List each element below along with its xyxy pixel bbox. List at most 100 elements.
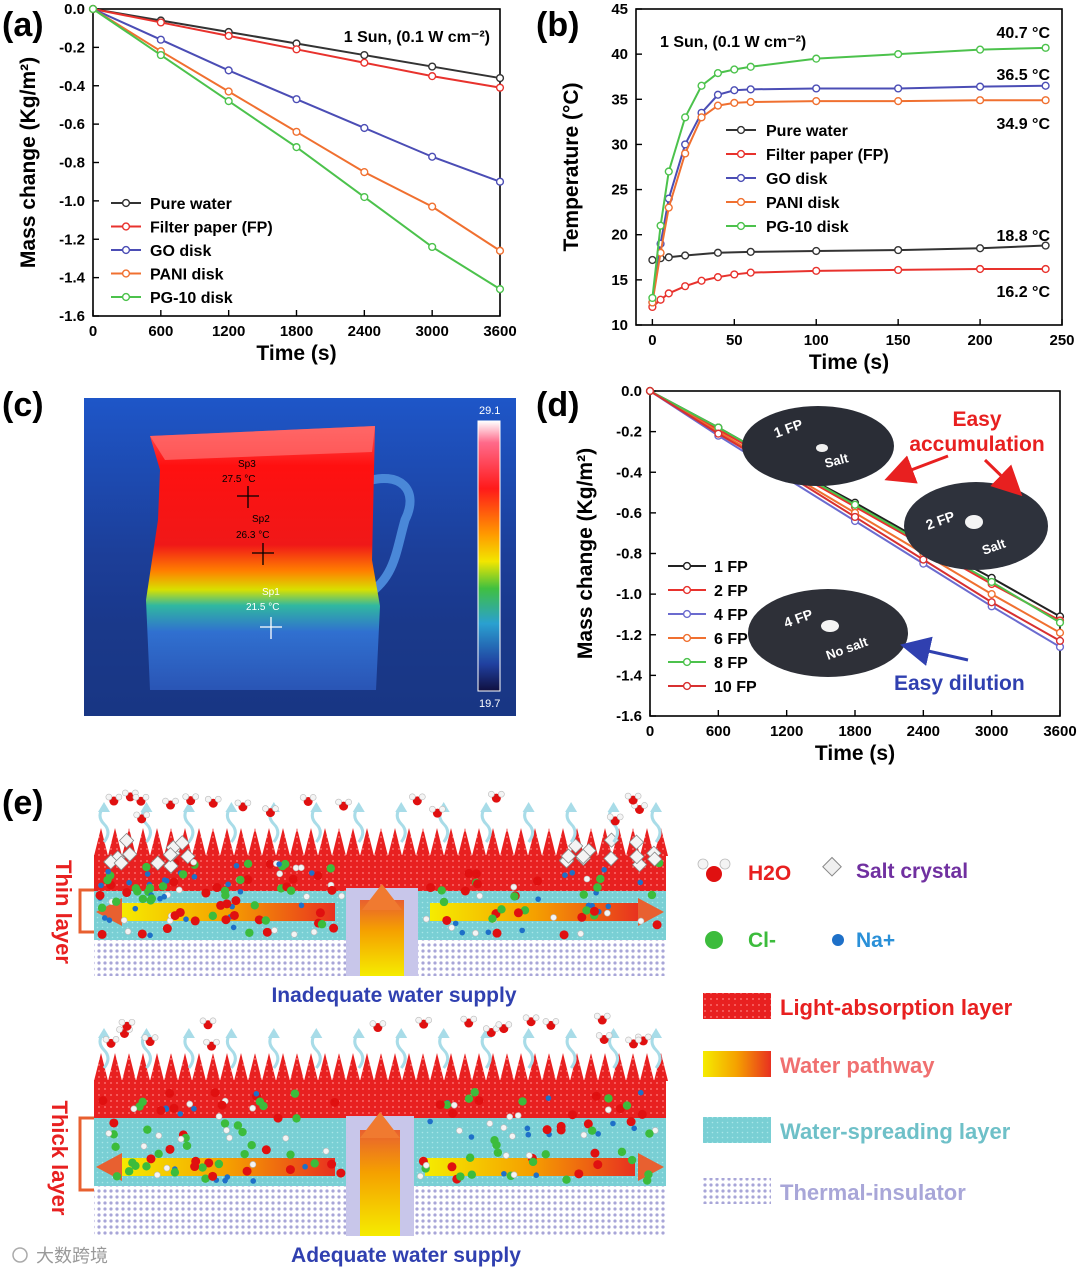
cl-ion [170, 1168, 180, 1177]
data-point [292, 127, 301, 136]
h2o-hydrogen [482, 1025, 490, 1032]
water-hydrogen [514, 1112, 522, 1119]
h2o-hydrogen [203, 1038, 210, 1046]
cl-ion [518, 1097, 527, 1106]
cl-ion [310, 1159, 319, 1168]
na-ion [183, 916, 189, 922]
y-tick-label: -1.6 [616, 708, 642, 725]
y-tick-label: 45 [611, 1, 628, 18]
data-point [894, 50, 903, 59]
x-tick-label: 600 [706, 723, 731, 740]
water-oxygen [243, 875, 253, 885]
data-point [812, 96, 821, 106]
water-oxygen [222, 899, 232, 909]
data-point [894, 84, 903, 93]
y-tick-label: -1.4 [616, 667, 643, 684]
data-point [1041, 264, 1050, 274]
h2o-hydrogen [425, 1016, 432, 1024]
spot-sp2-temp: 26.3 °C [236, 530, 269, 541]
vapor-arrowhead [565, 802, 578, 812]
data-point [648, 293, 657, 303]
water-oxygen [261, 1145, 271, 1155]
water-oxygen [330, 1097, 340, 1107]
vapor-arrowhead [140, 802, 153, 812]
x-tick-label: 0 [646, 723, 654, 740]
salt-crystal-icon [603, 832, 620, 848]
cl-ion [467, 1170, 477, 1179]
spot-marker-sp3: Sp3 27.5 °C [222, 459, 259, 508]
y-tick-label: -1.2 [616, 627, 642, 644]
legend-marker [736, 197, 746, 207]
legend-label: Filter paper (FP) [766, 147, 889, 164]
water-oxygen [208, 1171, 218, 1181]
water-hydrogen [124, 928, 132, 935]
cl-ion [111, 1142, 120, 1152]
cl-ion [493, 1148, 503, 1157]
h2o-hydrogen [262, 805, 269, 812]
na-ion [545, 1095, 552, 1101]
x-tick-label: 2400 [348, 323, 381, 340]
water-oxygen [533, 876, 543, 886]
water-hydrogen [577, 930, 584, 937]
h2o-hydrogen [605, 1032, 613, 1039]
data-point [746, 85, 755, 94]
data-point [360, 50, 369, 60]
vapor-arrowhead [182, 1028, 195, 1038]
spot-marker-sp1: Sp1 21.5 °C [246, 587, 282, 639]
y-tick-label: -0.2 [616, 424, 642, 441]
h2o-hydrogen [234, 799, 242, 807]
cl-ion [510, 892, 519, 901]
na-ion [230, 924, 237, 931]
legend-label: 8 FP [714, 655, 748, 672]
cl-ion [131, 1161, 140, 1171]
na-ion [637, 879, 644, 886]
water-hydrogen [580, 1131, 588, 1139]
y-tick-label: 10 [611, 317, 628, 334]
vapor-arrowhead [650, 1028, 662, 1038]
salt-crystal-icon [150, 855, 166, 871]
legend-light-absorption-label: Light-absorption layer [780, 995, 1013, 1020]
data-point [224, 66, 233, 75]
water-hydrogen [310, 928, 318, 936]
water-oxygen [637, 1109, 647, 1119]
chart-a: 0 600 1200 1800 2400 3000 3600 0.0 -0.2 -0.4 -0.6 -… [17, 1, 517, 365]
data-point [224, 31, 233, 40]
cl-ion [261, 916, 270, 925]
water-oxygen [262, 927, 272, 937]
series-line-pani-disk [651, 99, 1046, 303]
cl-ion [317, 920, 327, 929]
data-point [224, 87, 233, 96]
x-tick-label: 1200 [770, 723, 803, 740]
legend-water-pathway-label: Water pathway [780, 1053, 935, 1078]
panel-label-d: (d) [536, 386, 579, 424]
legend-label: 6 FP [714, 631, 748, 648]
vapor-arrowhead [182, 802, 195, 812]
h2o-hydrogen [624, 792, 632, 800]
data-point [746, 268, 755, 277]
data-point [681, 149, 690, 158]
water-oxygen [492, 928, 502, 938]
water-oxygen [146, 1154, 156, 1164]
legend-label: PANI disk [766, 195, 840, 212]
na-ion [501, 1170, 507, 1177]
water-pathway-arrowhead-top [362, 884, 402, 910]
salt-crystal-icon [103, 854, 119, 870]
legend-marker [121, 269, 131, 278]
data-point [1041, 81, 1050, 90]
h2o-hydrogen [595, 1032, 603, 1039]
particles-bottom [98, 1088, 659, 1185]
white-spot-4fp [821, 620, 839, 632]
na-ion [191, 1105, 197, 1112]
y-tick-label: 0.0 [621, 383, 642, 400]
na-ion [631, 1125, 637, 1132]
legend-label: GO disk [766, 171, 827, 188]
water-oxygen [122, 888, 132, 898]
water-pathway-vertical-bottom [360, 1130, 400, 1236]
data-point [697, 276, 706, 285]
data-point [664, 203, 673, 212]
spot-marker-sp2: Sp2 26.3 °C [236, 514, 274, 565]
y-tick-label: 25 [611, 182, 628, 199]
salt-crystal-icon [180, 848, 196, 865]
water-oxygen [583, 1119, 593, 1129]
legend-marker [736, 221, 746, 231]
